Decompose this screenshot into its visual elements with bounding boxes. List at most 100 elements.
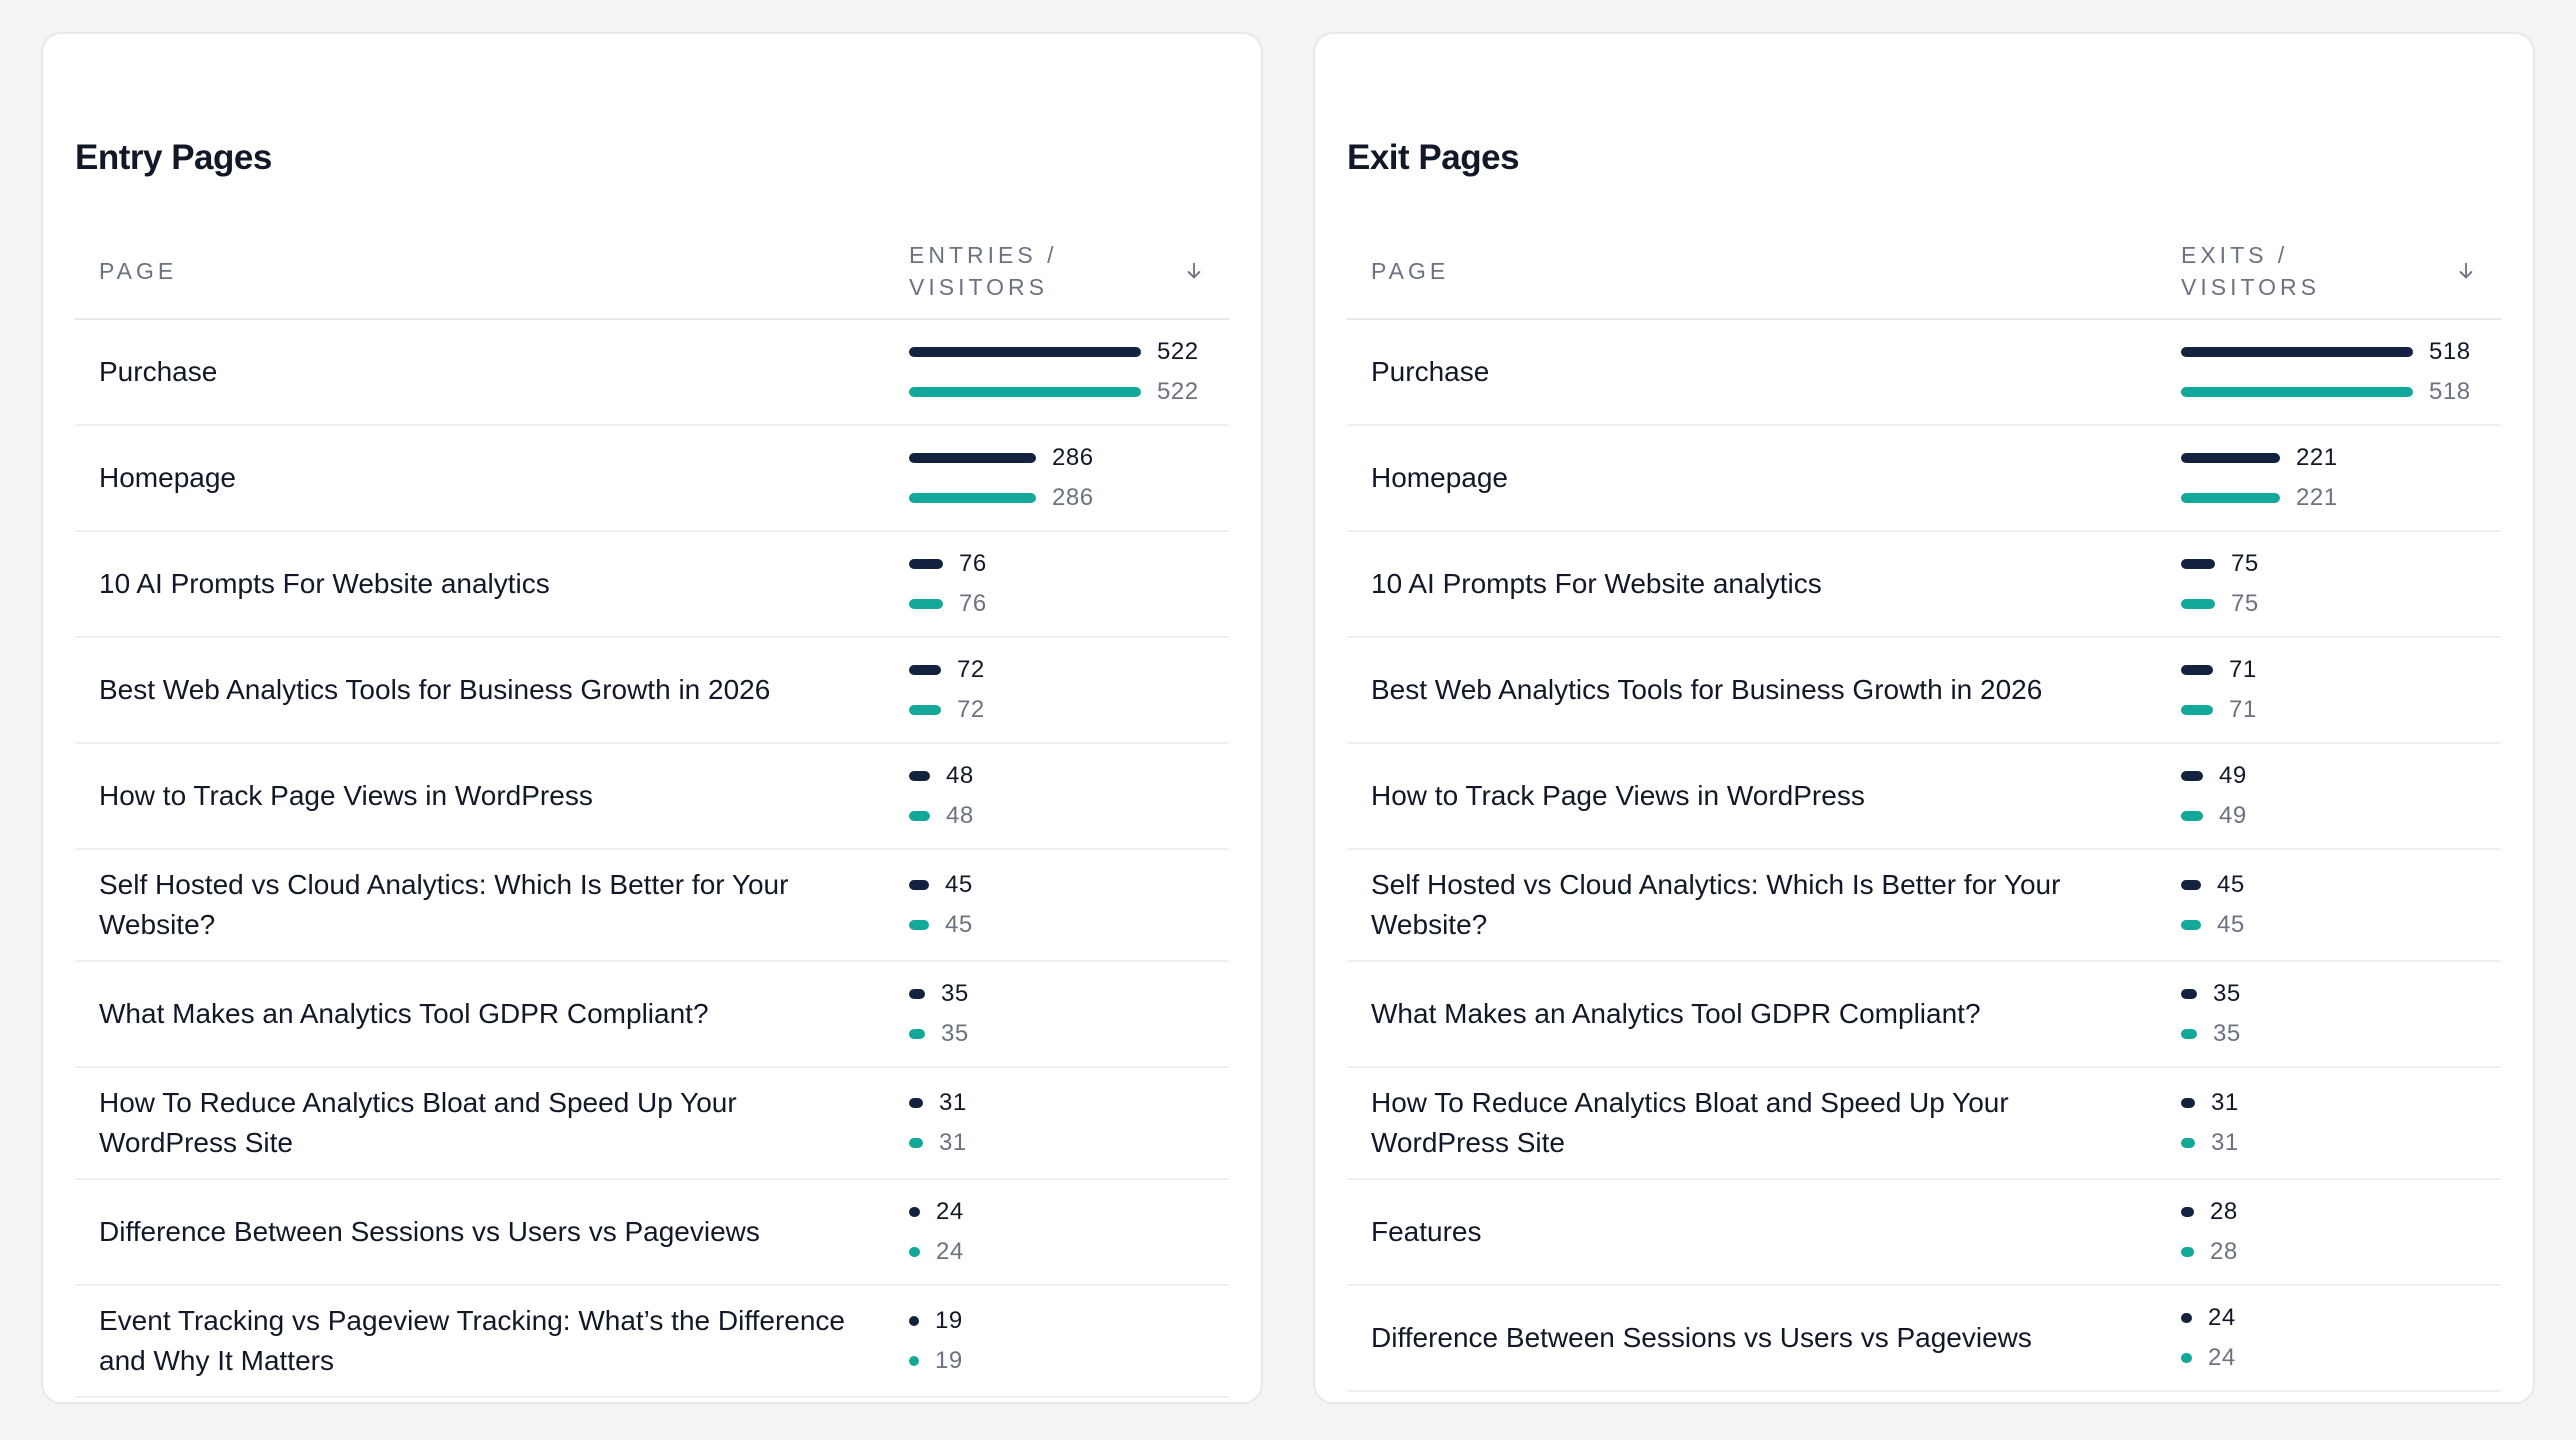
secondary-value: 24 bbox=[2208, 1344, 2236, 1371]
secondary-bar bbox=[909, 1029, 925, 1039]
metric-cell: 24 24 bbox=[2181, 1303, 2501, 1373]
secondary-value: 31 bbox=[2211, 1129, 2239, 1156]
secondary-metric: 45 bbox=[909, 910, 1229, 940]
table-row[interactable]: How to Track Page Views in WordPress 48 48 bbox=[75, 744, 1229, 850]
primary-metric: 24 bbox=[2181, 1303, 2501, 1333]
primary-value: 518 bbox=[2429, 338, 2471, 365]
secondary-bar bbox=[2181, 920, 2201, 930]
page-link[interactable]: Best Web Analytics Tools for Business Gr… bbox=[99, 674, 771, 705]
secondary-value: 221 bbox=[2296, 484, 2338, 511]
primary-value: 221 bbox=[2296, 444, 2338, 471]
primary-metric: 75 bbox=[2181, 549, 2501, 579]
page-link[interactable]: Difference Between Sessions vs Users vs … bbox=[99, 1216, 760, 1247]
column-header-entries-visitors[interactable]: ENTRIES / VISITORS bbox=[909, 239, 1229, 303]
page-link[interactable]: Homepage bbox=[1371, 462, 1508, 493]
page-link[interactable]: Self Hosted vs Cloud Analytics: Which Is… bbox=[1371, 869, 2061, 940]
page-link[interactable]: Best Web Analytics Tools for Business Gr… bbox=[1371, 674, 2043, 705]
page-link[interactable]: Purchase bbox=[99, 356, 218, 387]
primary-metric: 49 bbox=[2181, 761, 2501, 791]
table-row[interactable]: Difference Between Sessions vs Users vs … bbox=[75, 1180, 1229, 1286]
secondary-bar bbox=[909, 705, 941, 715]
table-row[interactable]: Self Hosted vs Cloud Analytics: Which Is… bbox=[75, 850, 1229, 962]
exit-pages-title: Exit Pages bbox=[1347, 138, 1520, 177]
secondary-bar bbox=[2181, 599, 2215, 609]
column-header-exits-visitors[interactable]: EXITS / VISITORS bbox=[2181, 239, 2501, 303]
primary-value: 45 bbox=[2217, 871, 2245, 898]
table-row[interactable]: 10 AI Prompts For Website analytics 75 75 bbox=[1347, 532, 2501, 638]
secondary-metric: 31 bbox=[2181, 1128, 2501, 1158]
page-link[interactable]: Self Hosted vs Cloud Analytics: Which Is… bbox=[99, 869, 789, 940]
table-header: PAGE EXITS / VISITORS bbox=[1347, 224, 2501, 320]
primary-metric: 221 bbox=[2181, 443, 2501, 473]
table-row[interactable]: Homepage 221 221 bbox=[1347, 426, 2501, 532]
secondary-metric: 45 bbox=[2181, 910, 2501, 940]
primary-bar bbox=[909, 1207, 920, 1217]
primary-bar bbox=[909, 347, 1141, 357]
arrow-down-icon[interactable] bbox=[2455, 260, 2477, 282]
table-row[interactable]: Best Web Analytics Tools for Business Gr… bbox=[1347, 638, 2501, 744]
column-header-page[interactable]: PAGE bbox=[1371, 257, 1450, 284]
primary-metric: 24 bbox=[909, 1197, 1229, 1227]
table-row[interactable]: Homepage 286 286 bbox=[75, 426, 1229, 532]
table-row[interactable]: Best Web Analytics Tools for Business Gr… bbox=[75, 638, 1229, 744]
exit-rows: Purchase 518 518 Homepage 221 221 10 AI Prompt… bbox=[1347, 320, 2501, 1392]
column-header-page[interactable]: PAGE bbox=[99, 257, 178, 284]
metric-cell: 286 286 bbox=[909, 443, 1229, 513]
table-row[interactable]: What Makes an Analytics Tool GDPR Compli… bbox=[1347, 962, 2501, 1068]
table-row[interactable]: How to Track Page Views in WordPress 49 49 bbox=[1347, 744, 2501, 850]
secondary-value: 35 bbox=[941, 1020, 969, 1047]
table-row[interactable]: 10 AI Prompts For Website analytics 76 76 bbox=[75, 532, 1229, 638]
primary-bar bbox=[909, 1098, 923, 1108]
primary-value: 71 bbox=[2229, 656, 2257, 683]
page-link[interactable]: 10 AI Prompts For Website analytics bbox=[1371, 568, 1822, 599]
page-link[interactable]: How to Track Page Views in WordPress bbox=[99, 780, 593, 811]
table-row[interactable]: Features 28 28 bbox=[1347, 1180, 2501, 1286]
primary-bar bbox=[2181, 1207, 2194, 1217]
secondary-metric: 24 bbox=[2181, 1343, 2501, 1373]
primary-metric: 45 bbox=[909, 870, 1229, 900]
page-link[interactable]: How To Reduce Analytics Bloat and Speed … bbox=[1371, 1087, 2009, 1158]
page-link[interactable]: 10 AI Prompts For Website analytics bbox=[99, 568, 550, 599]
page-link[interactable]: Difference Between Sessions vs Users vs … bbox=[1371, 1322, 2032, 1353]
primary-value: 286 bbox=[1052, 444, 1094, 471]
arrow-down-icon[interactable] bbox=[1183, 260, 1205, 282]
secondary-bar bbox=[909, 1138, 923, 1148]
table-row[interactable]: Purchase 522 522 bbox=[75, 320, 1229, 426]
table-row[interactable]: What Makes an Analytics Tool GDPR Compli… bbox=[75, 962, 1229, 1068]
table-row[interactable]: Purchase 518 518 bbox=[1347, 320, 2501, 426]
secondary-bar bbox=[2181, 1247, 2194, 1257]
metric-cell: 24 24 bbox=[909, 1197, 1229, 1267]
secondary-bar bbox=[909, 811, 930, 821]
secondary-metric: 75 bbox=[2181, 589, 2501, 619]
table-row[interactable]: Event Tracking vs Pageview Tracking: Wha… bbox=[75, 1286, 1229, 1398]
primary-bar bbox=[2181, 1098, 2195, 1108]
secondary-metric: 35 bbox=[909, 1019, 1229, 1049]
page-link[interactable]: Homepage bbox=[99, 462, 236, 493]
primary-value: 72 bbox=[957, 656, 985, 683]
secondary-bar bbox=[2181, 1029, 2197, 1039]
primary-bar bbox=[2181, 559, 2215, 569]
page-link[interactable]: Event Tracking vs Pageview Tracking: Wha… bbox=[99, 1305, 845, 1376]
metric-cell: 45 45 bbox=[909, 870, 1229, 940]
page-link[interactable]: How To Reduce Analytics Bloat and Speed … bbox=[99, 1087, 737, 1158]
secondary-value: 518 bbox=[2429, 378, 2471, 405]
secondary-bar bbox=[909, 920, 929, 930]
primary-bar bbox=[909, 1316, 919, 1326]
page-link[interactable]: How to Track Page Views in WordPress bbox=[1371, 780, 1865, 811]
page-link[interactable]: Purchase bbox=[1371, 356, 1490, 387]
secondary-bar bbox=[909, 387, 1141, 397]
secondary-value: 286 bbox=[1052, 484, 1094, 511]
page-link[interactable]: What Makes an Analytics Tool GDPR Compli… bbox=[99, 998, 709, 1029]
table-row[interactable]: Difference Between Sessions vs Users vs … bbox=[1347, 1286, 2501, 1392]
table-row[interactable]: How To Reduce Analytics Bloat and Speed … bbox=[75, 1068, 1229, 1180]
metric-cell: 518 518 bbox=[2181, 337, 2501, 407]
secondary-metric: 76 bbox=[909, 589, 1229, 619]
table-row[interactable]: How To Reduce Analytics Bloat and Speed … bbox=[1347, 1068, 2501, 1180]
primary-metric: 72 bbox=[909, 655, 1229, 685]
page-link[interactable]: Features bbox=[1371, 1216, 1482, 1247]
exit-pages-card: Exit Pages PAGE EXITS / VISITORS Purchas… bbox=[1313, 32, 2535, 1404]
page-link[interactable]: What Makes an Analytics Tool GDPR Compli… bbox=[1371, 998, 1981, 1029]
table-row[interactable]: Self Hosted vs Cloud Analytics: Which Is… bbox=[1347, 850, 2501, 962]
secondary-value: 19 bbox=[935, 1347, 963, 1374]
metric-cell: 75 75 bbox=[2181, 549, 2501, 619]
